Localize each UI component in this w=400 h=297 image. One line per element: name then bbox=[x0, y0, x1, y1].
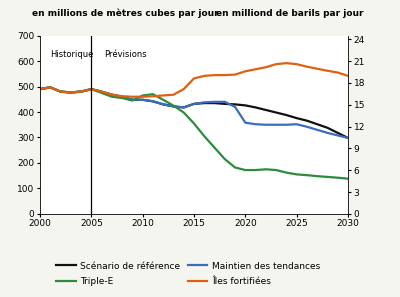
Text: en milliond de barils par jour: en milliond de barils par jour bbox=[216, 9, 364, 18]
Text: Historique: Historique bbox=[50, 50, 94, 59]
Text: en millions de mètres cubes par jour: en millions de mètres cubes par jour bbox=[32, 9, 219, 18]
Legend: Scénario de référence, Triple-E, Maintien des tendances, Îles fortifiées: Scénario de référence, Triple-E, Maintie… bbox=[52, 258, 324, 290]
Text: Prévisions: Prévisions bbox=[104, 50, 146, 59]
